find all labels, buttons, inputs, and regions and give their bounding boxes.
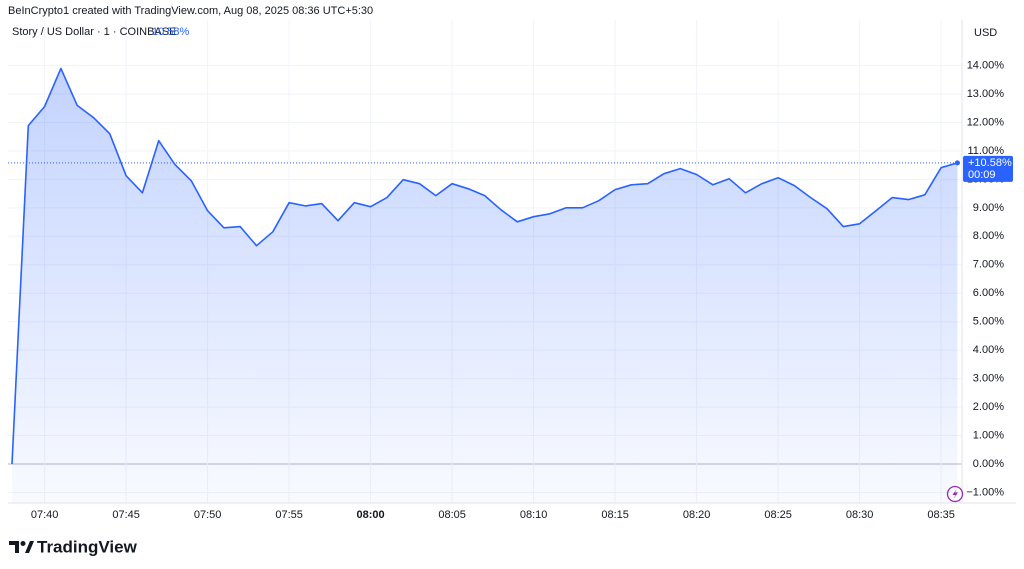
x-tick-label: 07:40 (31, 509, 59, 521)
x-tick-label: 08:15 (601, 509, 629, 521)
y-tick-label: 14.00% (967, 59, 1005, 71)
y-tick-label: 1.00% (973, 429, 1004, 441)
x-tick-label: 08:25 (764, 509, 792, 521)
y-tick-label: 12.00% (967, 116, 1005, 128)
y-tick-label: 9.00% (973, 202, 1004, 214)
countdown: 00:09 (968, 169, 996, 181)
chart-title: Story / US Dollar · 1 · COINBASE (12, 26, 176, 38)
last-price-label: +10.58% (968, 157, 1012, 169)
y-tick-label: 2.00% (973, 401, 1004, 413)
y-tick-label: −1.00% (966, 486, 1004, 498)
axes: −1.00% 0.00% 1.00% 2.00% 3.00% 4.00% 5.00% 6.00… (31, 59, 1013, 521)
area-fill (12, 68, 958, 504)
y-tick-label: 4.00% (973, 344, 1004, 356)
credit: BeInCrypto1 created with TradingView.com… (8, 5, 373, 17)
y-tick-label: 8.00% (973, 230, 1004, 242)
last-price-box (963, 155, 1013, 182)
x-tick-label: 07:55 (275, 509, 303, 521)
last-point (954, 160, 960, 166)
plot (8, 67, 962, 504)
alert-icon[interactable] (946, 485, 964, 503)
x-tick-label: 08:30 (846, 509, 874, 521)
price-line (11, 67, 958, 465)
y-tick-label: 6.00% (973, 287, 1004, 299)
y-tick-label: 7.00% (973, 259, 1004, 271)
y-tick-label: 5.00% (973, 316, 1004, 328)
brand-name: TradingView (37, 537, 138, 556)
x-tick-label: 08:35 (927, 509, 955, 521)
y-tick-label: 13.00% (967, 88, 1005, 100)
y-tick-label: 3.00% (973, 373, 1004, 385)
x-tick-label: 07:45 (112, 509, 140, 521)
x-tick-label: 07:50 (194, 509, 222, 521)
brand-logo: TradingView (9, 537, 138, 556)
x-tick-label: 08:10 (520, 509, 548, 521)
legend-value: 10.58% (152, 26, 190, 38)
currency: USD (974, 27, 997, 39)
x-tick-label: 08:05 (438, 509, 466, 521)
x-tick-label: 08:00 (357, 509, 385, 521)
y-tick-label: 0.00% (973, 458, 1004, 470)
x-tick-label: 08:20 (683, 509, 711, 521)
y-tick-label: 11.00% (968, 145, 1005, 157)
